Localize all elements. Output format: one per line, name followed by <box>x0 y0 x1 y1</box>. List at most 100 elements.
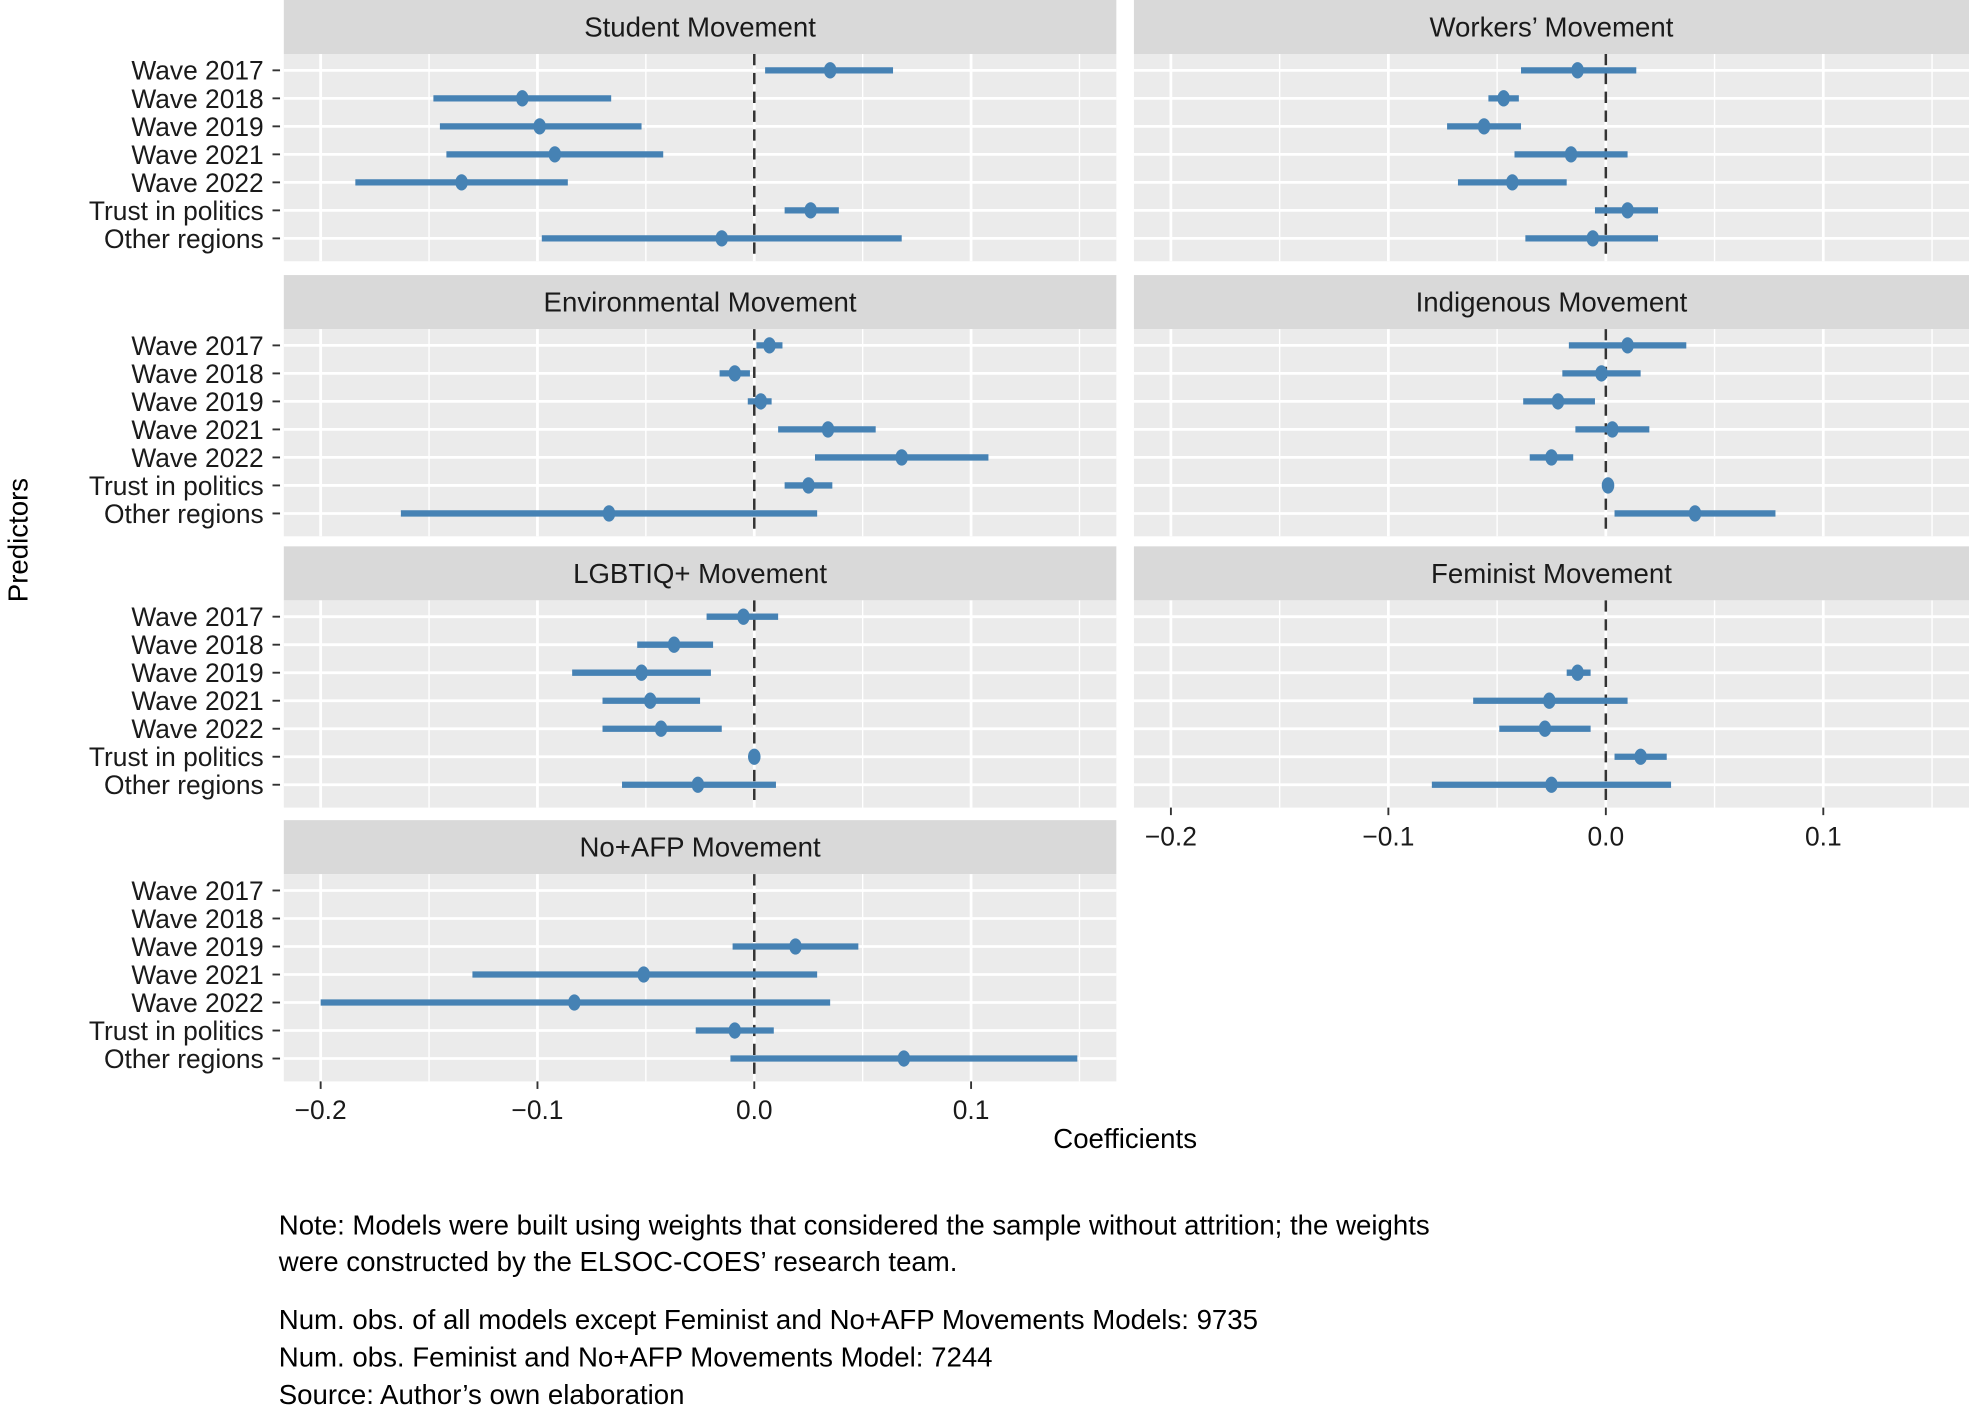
y-tick-label: Wave 2022 <box>131 714 263 744</box>
coefficient-point <box>823 62 837 79</box>
coefficient-point <box>1621 202 1634 219</box>
coefficient-point <box>1497 90 1510 107</box>
coefficient-point <box>635 664 648 681</box>
y-tick-label: Wave 2017 <box>131 56 263 86</box>
panel-strip <box>1133 0 1969 55</box>
panel-title: No+AFP Movement <box>579 832 820 863</box>
y-tick-label: Wave 2019 <box>131 112 263 142</box>
coefficient-point <box>1538 720 1552 737</box>
panel-title: Workers’ Movement <box>1430 11 1674 42</box>
y-tick-label: Wave 2021 <box>131 415 263 445</box>
y-tick-label: Wave 2018 <box>131 84 263 114</box>
y-axis-title: Predictors <box>3 478 34 602</box>
x-tick-label: −0.1 <box>1362 821 1414 851</box>
coefficient-point <box>602 505 616 522</box>
axes-group: −0.2 −0.1 0.0 0.1 −0.2 −0.1 0.0 0.1 <box>295 807 1842 1125</box>
coefficient-point <box>1564 146 1578 163</box>
panel-background <box>283 874 1117 1082</box>
coefficient-point <box>1545 776 1558 793</box>
y-tick-label: Trust in politics <box>89 471 264 501</box>
panel-title: LGBTIQ+ Movement <box>573 558 827 589</box>
coefficient-point <box>1543 692 1556 709</box>
coefficient-point <box>1601 477 1615 494</box>
coefficient-point <box>789 938 802 955</box>
x-axis-right: −0.2 −0.1 0.0 0.1 <box>1145 807 1842 851</box>
coefficient-point <box>728 365 742 382</box>
coefficient-point <box>728 1022 742 1039</box>
coefficient-point <box>568 994 581 1011</box>
coefficient-point <box>1571 62 1584 79</box>
x-axis-left: −0.2 −0.1 0.0 0.1 <box>295 1081 990 1125</box>
y-tick-label: Other regions <box>104 499 264 529</box>
coefficient-point <box>1506 174 1519 191</box>
y-tick-label: Other regions <box>104 1044 264 1074</box>
x-tick-label: 0.0 <box>1588 821 1625 851</box>
panel-strip <box>1133 275 1969 330</box>
coefficient-point <box>715 230 729 247</box>
x-axis-title: Coefficients <box>1053 1123 1197 1154</box>
coefficient-point <box>455 174 468 191</box>
coefficient-point <box>1477 118 1491 135</box>
coefficient-point <box>691 776 705 793</box>
coefficient-point <box>548 146 562 163</box>
panel-background <box>283 600 1117 808</box>
y-tick-label: Wave 2019 <box>131 658 263 688</box>
x-tick-label: 0.0 <box>736 1095 773 1125</box>
panel-strip <box>1133 546 1969 601</box>
y-tick-label: Wave 2017 <box>131 331 263 361</box>
panel-strip <box>283 820 1117 875</box>
coefficient-point <box>637 966 650 983</box>
coefficient-point <box>897 1050 911 1067</box>
coefficient-point <box>754 393 768 410</box>
y-tick-label: Wave 2021 <box>131 960 263 990</box>
y-tick-label: Wave 2018 <box>131 904 263 934</box>
panel-title: Feminist Movement <box>1431 558 1672 589</box>
coefficient-point <box>667 636 681 653</box>
source-note: Source: Author’s own elaboration <box>279 1379 685 1410</box>
panel-background <box>1133 54 1969 262</box>
coefficient-point <box>516 90 529 107</box>
panel-strip <box>283 0 1117 55</box>
y-tick-label: Wave 2022 <box>131 988 263 1018</box>
panel-strip <box>283 275 1117 330</box>
y-tick-label: Wave 2022 <box>131 443 263 473</box>
coefficient-point <box>1571 664 1584 681</box>
coefficient-point <box>821 421 835 438</box>
y-tick-label: Wave 2019 <box>131 932 263 962</box>
y-tick-label: Wave 2019 <box>131 387 263 417</box>
coefficient-point <box>895 449 908 466</box>
coefficient-point <box>747 748 761 765</box>
y-tick-label: Wave 2022 <box>131 168 263 198</box>
obs-all-models: Num. obs. of all models except Feminist … <box>279 1304 1258 1335</box>
panel-background <box>1133 329 1969 537</box>
coefficient-point <box>804 202 817 219</box>
coefficient-point <box>1621 337 1634 354</box>
coefficient-point <box>802 477 815 494</box>
y-tick-label: Wave 2017 <box>131 876 263 906</box>
panel-indigenous-movement: Indigenous Movement <box>1133 275 1969 537</box>
panel-strip <box>283 546 1117 601</box>
panel-background <box>283 329 1117 537</box>
panel-workers-movement: Workers’ Movement <box>1133 0 1969 262</box>
panel-background <box>283 54 1117 262</box>
y-tick-label: Other regions <box>104 770 264 800</box>
obs-feminist-afp: Num. obs. Feminist and No+AFP Movements … <box>279 1342 993 1373</box>
note-line-1: Note: Models were built using weights th… <box>279 1210 1430 1241</box>
y-tick-label: Trust in politics <box>89 742 264 772</box>
coefficient-point <box>1606 421 1619 438</box>
coefficient-point <box>643 692 657 709</box>
panel-title: Indigenous Movement <box>1416 286 1688 317</box>
coefficient-point <box>1634 748 1647 765</box>
coefficient-point <box>533 118 546 135</box>
coefficient-point <box>737 608 750 625</box>
x-tick-label: 0.1 <box>953 1095 990 1125</box>
x-tick-label: −0.2 <box>295 1095 347 1125</box>
y-tick-label: Trust in politics <box>89 196 264 226</box>
y-tick-label: Wave 2017 <box>131 602 263 632</box>
